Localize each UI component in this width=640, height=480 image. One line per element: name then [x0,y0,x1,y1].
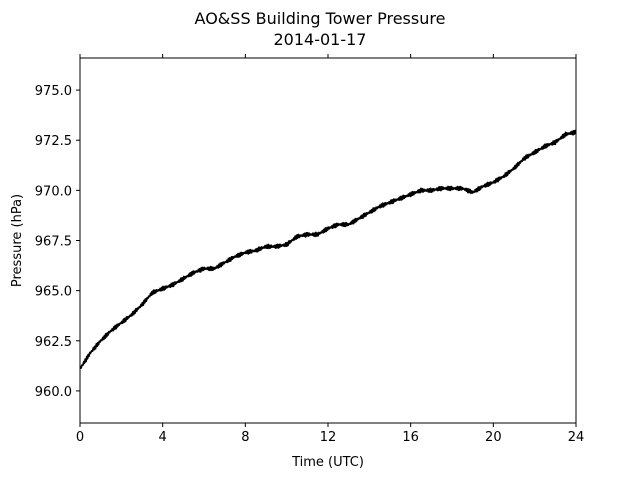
y-tick-label: 962.5 [35,335,72,350]
pressure-series-line [79,129,577,369]
x-tick-label: 12 [320,430,337,445]
x-tick-label: 24 [568,430,585,445]
x-tick-label: 0 [76,430,84,445]
y-tick-label: 960.0 [35,385,72,400]
x-tick-label: 16 [402,430,419,445]
x-tick-label: 8 [241,430,249,445]
series-group [79,129,577,369]
y-tick-label: 967.5 [35,235,72,250]
chart-subtitle: 2014-01-17 [274,30,367,49]
x-tick-label: 4 [159,430,167,445]
x-tick-label: 20 [485,430,502,445]
y-tick-label: 975.0 [35,84,72,99]
axis-ticks: 0 4 8 12 16 20 24 960.0 962.5 965.0 967.5 970.0 972.… [35,54,584,445]
y-axis-label: Pressure (hPa) [10,194,25,287]
chart-title: AO&SS Building Tower Pressure [195,9,446,28]
plot-frame [79,57,577,424]
y-tick-label: 970.0 [35,184,72,199]
y-tick-label: 965.0 [35,285,72,300]
y-tick-label: 972.5 [35,134,72,149]
x-axis-label: Time (UTC) [291,455,364,470]
